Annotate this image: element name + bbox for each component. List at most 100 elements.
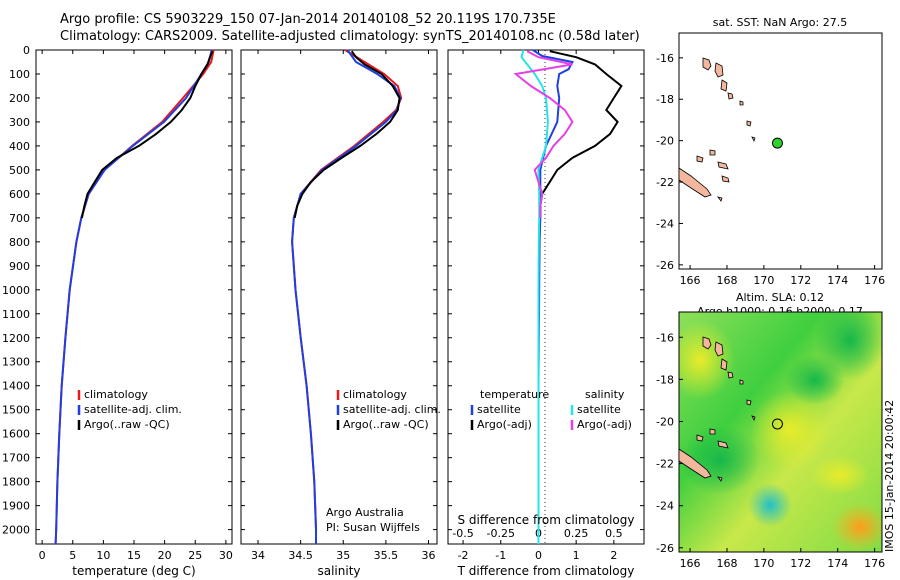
map-x-tick-label: 174 (827, 557, 848, 570)
sla-map-box (678, 311, 883, 553)
x-tick-label: -1 (495, 549, 506, 562)
map-y-tick-label: -20 (656, 135, 674, 148)
y-tick-label: 900 (9, 260, 30, 273)
y-tick-label: 500 (9, 164, 30, 177)
credit-line2: PI: Susan Wijffels (326, 521, 420, 534)
map-x-tick-label: 170 (753, 557, 774, 570)
legend-header: temperature (480, 388, 549, 401)
temperature-axes-box (35, 49, 233, 545)
y-tick-label: 0 (23, 44, 30, 57)
salinity-panel: 34 34.5 35 35.5 36 climatology satellite-adj. … (240, 49, 441, 578)
map-y-tick-label: -24 (656, 500, 674, 513)
x-tick-label: 20 (158, 549, 172, 562)
salinity-axes-box (240, 49, 438, 545)
map-x-tick-label: 166 (680, 274, 701, 287)
salinity-xlabel: salinity (317, 564, 360, 578)
credit-line1: Argo Australia (326, 506, 404, 519)
map-y-tick-label: -24 (656, 217, 674, 230)
series-line-argo-raw-qc (293, 50, 401, 219)
map-x-tick-label: 174 (827, 274, 848, 287)
x-tick-label: 1 (573, 549, 580, 562)
y-tick-label: 1000 (2, 284, 30, 297)
x-tick-label: 5 (69, 549, 76, 562)
y-tick-label: 300 (9, 116, 30, 129)
x-tick-label: 0 (39, 549, 46, 562)
x-tick-label: 2 (610, 549, 617, 562)
map-x-tick-label: 176 (864, 274, 885, 287)
map-x-tick-label: 172 (790, 274, 811, 287)
map-y-tick-label: -18 (656, 373, 674, 386)
x-tick-label: 25 (188, 549, 202, 562)
y-tick-label: 1600 (2, 428, 30, 441)
y-tick-label: 1700 (2, 452, 30, 465)
sla-heatmap (679, 312, 882, 552)
x-tick-label: 0 (535, 549, 542, 562)
legend-label: Argo(..raw -QC) (343, 418, 429, 431)
y-tick-label: 100 (9, 68, 30, 81)
map-x-tick-label: 176 (864, 557, 885, 570)
y-tick-label: 600 (9, 188, 30, 201)
legend-label: Argo(..raw -QC) (84, 418, 170, 431)
legend-label: climatology (84, 388, 148, 401)
series-line-argo-adj (539, 50, 623, 218)
map-x-tick-label: 170 (753, 274, 774, 287)
legend-label: satellite (577, 403, 621, 416)
y-tick-label: 1800 (2, 476, 30, 489)
map-x-tick-label: 166 (680, 557, 701, 570)
figure-title-line2: Climatology: CARS2009. Satellite-adjuste… (60, 29, 640, 44)
x-tick-label: 35.5 (374, 549, 399, 562)
y-tick-label: 1400 (2, 380, 30, 393)
series-line-climatology (54, 49, 215, 545)
temperature-panel: 0100200300400500600700800900100011001200… (2, 44, 233, 578)
sla-map-panel: Altim. SLA: 0.12 Argo h1000: 0.16 h2000:… (656, 291, 885, 570)
legend-label: climatology (343, 388, 407, 401)
x-tick-label: 34.5 (288, 549, 313, 562)
top-tick-label: 0.5 (605, 527, 623, 540)
y-tick-label: 1900 (2, 500, 30, 513)
series-line-climatology (291, 49, 403, 544)
top-tick-label: 0.25 (564, 527, 589, 540)
legend-label: Argo(-adj) (577, 418, 632, 431)
map-y-tick-label: -20 (656, 415, 674, 428)
difference-axes-box (447, 49, 645, 545)
map-y-tick-label: -16 (656, 52, 674, 65)
top-tick-label: -0.5 (452, 527, 473, 540)
temperature-xlabel: temperature (deg C) (72, 564, 195, 578)
y-tick-label: 1500 (2, 404, 30, 417)
x-tick-label: 15 (127, 549, 141, 562)
y-tick-label: 400 (9, 140, 30, 153)
argo-location-marker-sla (771, 418, 783, 430)
map-y-tick-label: -18 (656, 93, 674, 106)
sst-map-land (678, 57, 756, 202)
y-tick-label: 2000 (2, 524, 30, 537)
s-diff-label: S difference from climatology (458, 513, 635, 527)
map-x-tick-label: 168 (716, 274, 737, 287)
map-y-tick-label: -16 (656, 331, 674, 344)
map-y-tick-label: -26 (656, 542, 674, 555)
y-tick-label: 800 (9, 236, 30, 249)
map-x-tick-label: 172 (790, 557, 811, 570)
legend-label: satellite (477, 403, 521, 416)
legend-header: salinity (585, 388, 625, 401)
y-tick-label: 200 (9, 92, 30, 105)
sst-map-panel: sat. SST: NaN Argo: 27.5 -16 -18 -20 -22 -24… (656, 16, 885, 287)
y-tick-label: 1300 (2, 356, 30, 369)
legend-label: satellite-adj. clim. (84, 403, 182, 416)
y-tick-label: 700 (9, 212, 30, 225)
x-tick-label: -2 (458, 549, 469, 562)
imos-timestamp: IMOS 15-Jan-2014 20:00:42 (883, 400, 896, 552)
series-line-argo-adj (513, 50, 574, 218)
top-tick-label: -0.25 (487, 527, 515, 540)
y-tick-label: 1100 (2, 308, 30, 321)
map-y-tick-label: -26 (656, 259, 674, 272)
series-line-argo-raw-qc (80, 50, 214, 219)
map-x-tick-label: 168 (716, 557, 737, 570)
x-tick-label: 36 (421, 549, 435, 562)
sla-map-title-line1: Altim. SLA: 0.12 (736, 291, 824, 304)
map-y-tick-label: -22 (656, 458, 674, 471)
figure-title-line1: Argo profile: CS 5903229_150 07-Jan-2014… (60, 12, 556, 27)
x-tick-label: 30 (219, 549, 233, 562)
series-line-satellite (520, 49, 549, 544)
